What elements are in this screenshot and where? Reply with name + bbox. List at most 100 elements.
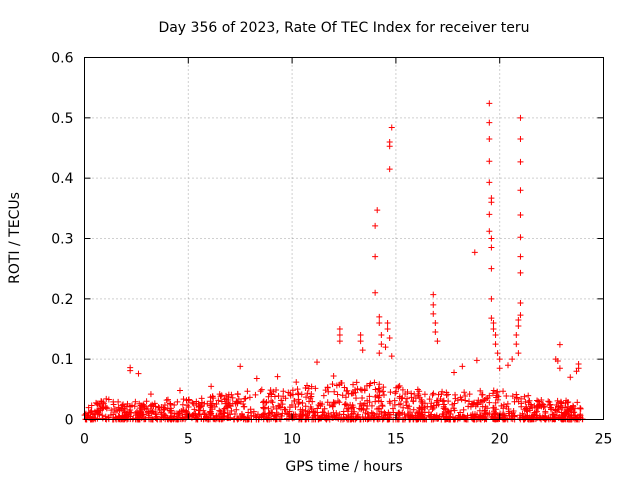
data-point: [432, 329, 439, 336]
data-point: [237, 363, 244, 370]
noise-point: [289, 391, 296, 398]
noise-point: [368, 409, 375, 416]
noise-point: [402, 399, 409, 406]
noise-point: [292, 404, 299, 411]
data-point: [376, 350, 383, 357]
data-point: [372, 222, 379, 229]
noise-point: [577, 405, 584, 412]
noise-point: [241, 395, 248, 402]
noise-point: [333, 382, 340, 389]
data-point: [517, 114, 524, 121]
noise-point: [476, 407, 483, 414]
noise-point: [534, 397, 541, 404]
noise-point: [335, 415, 342, 422]
noise-point: [372, 398, 379, 405]
noise-point: [240, 401, 247, 408]
noise-point: [490, 404, 497, 411]
noise-point: [111, 405, 118, 412]
noise-point: [140, 401, 147, 408]
noise-point: [334, 391, 341, 398]
noise-point: [344, 387, 351, 394]
data-point: [517, 234, 524, 241]
x-tick-label: 20: [491, 432, 509, 448]
noise-point: [121, 408, 128, 415]
noise-point: [525, 392, 532, 399]
noise-point: [321, 405, 328, 412]
noise-point: [357, 386, 364, 393]
noise-point: [486, 410, 493, 417]
noise-point: [419, 413, 426, 420]
noise-point: [408, 394, 415, 401]
noise-point: [477, 387, 484, 394]
noise-point: [281, 406, 288, 413]
noise-point: [160, 411, 167, 418]
noise-point: [145, 409, 152, 416]
data-point: [374, 207, 381, 214]
noise-point: [375, 397, 382, 404]
noise-point: [247, 406, 254, 413]
data-point: [554, 357, 561, 364]
data-point: [430, 301, 437, 308]
noise-point: [270, 413, 277, 420]
noise-point: [267, 387, 274, 394]
noise-point: [183, 397, 190, 404]
noise-point: [549, 411, 556, 418]
data-point: [517, 312, 524, 319]
noise-point: [563, 397, 570, 404]
noise-point: [261, 404, 268, 411]
noise-point: [180, 415, 187, 422]
noise-point: [180, 396, 187, 403]
noise-point: [449, 401, 456, 408]
noise-point: [406, 409, 413, 416]
noise-point: [166, 400, 173, 407]
y-axis-label: ROTI / TECUs: [7, 192, 23, 284]
noise-point: [483, 395, 490, 402]
noise-point: [232, 400, 239, 407]
data-point: [513, 332, 520, 339]
noise-point: [270, 404, 277, 411]
plot-frame: [84, 57, 604, 420]
noise-point: [179, 415, 186, 422]
noise-point: [418, 398, 425, 405]
data-point: [517, 187, 524, 194]
noise-point: [345, 390, 352, 397]
x-axis-label: GPS time / hours: [285, 459, 402, 475]
noise-point: [392, 390, 399, 397]
noise-point: [536, 402, 543, 409]
noise-point: [320, 409, 327, 416]
data-point: [517, 253, 524, 260]
noise-point: [207, 408, 214, 415]
data-point: [127, 367, 134, 374]
noise-point: [221, 396, 228, 403]
noise-point: [367, 380, 374, 387]
data-point: [486, 179, 493, 186]
noise-point: [183, 408, 190, 415]
noise-point: [153, 415, 160, 422]
noise-point: [265, 412, 272, 419]
data-point: [330, 373, 337, 380]
noise-point: [558, 409, 565, 416]
data-point: [336, 332, 343, 339]
noise-point: [225, 397, 232, 404]
noise-point: [349, 415, 356, 422]
noise-point: [330, 400, 337, 407]
data-point: [451, 369, 458, 376]
data-point: [515, 316, 522, 323]
noise-point: [472, 403, 479, 410]
noise-point: [521, 393, 528, 400]
noise-point: [511, 398, 518, 405]
noise-point: [84, 412, 91, 419]
noise-point: [99, 415, 106, 422]
noise-point: [137, 412, 144, 419]
noise-point: [325, 388, 332, 395]
data-point: [378, 341, 385, 348]
data-point: [359, 347, 366, 354]
noise-point: [195, 411, 202, 418]
noise-point: [99, 404, 106, 411]
noise-point: [371, 379, 378, 386]
noise-point: [490, 387, 497, 394]
data-point: [293, 379, 300, 386]
noise-point: [481, 409, 488, 416]
data-point: [486, 158, 493, 165]
noise-point: [131, 403, 138, 410]
